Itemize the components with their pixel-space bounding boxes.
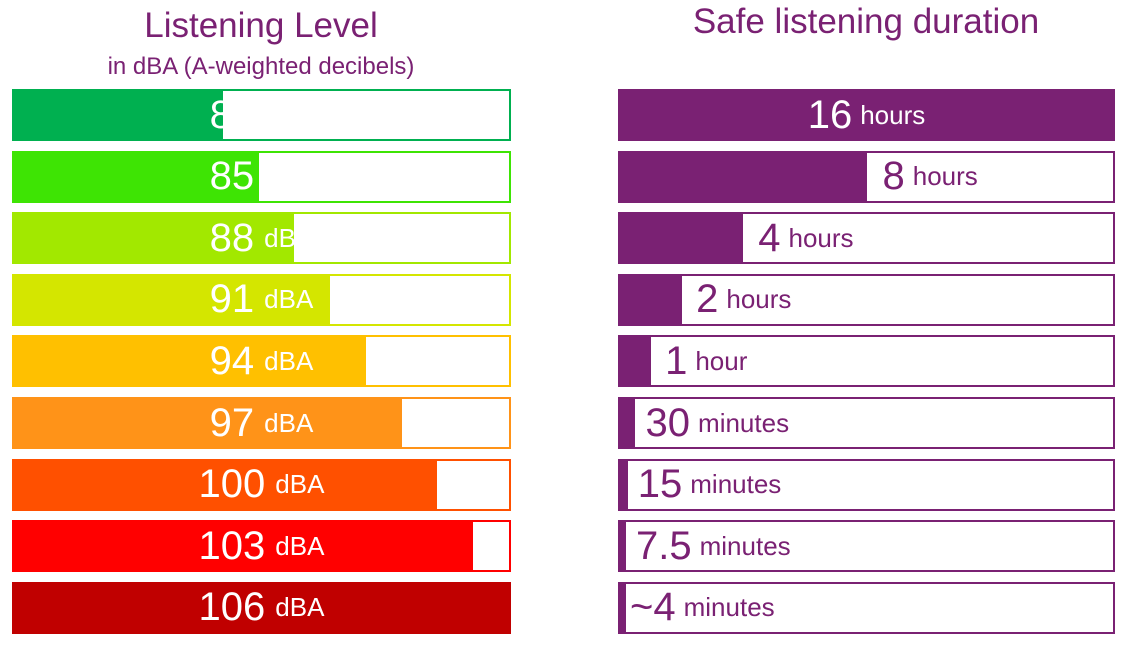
level-bar-fill [14, 337, 366, 386]
level-value: 94 [209, 338, 255, 383]
duration-bar: ~4 minutes [618, 581, 1115, 634]
level-bar: 91 dBA [12, 273, 511, 326]
level-value: 91 [209, 277, 255, 322]
listening-level-subtitle: in dBA (A-weighted decibels) [107, 53, 415, 80]
duration-bar-fill [620, 337, 651, 386]
level-bar-label: 97 dBA [14, 399, 509, 447]
duration-unit: minutes [699, 530, 791, 561]
duration-bar-fill [620, 91, 1113, 139]
level-unit: dBA [264, 99, 314, 130]
level-bar-fill [14, 214, 295, 263]
duration-bar: 15 minutes [618, 458, 1115, 511]
duration-value: 15 [637, 462, 683, 507]
level-bar-label: 82 dBA [14, 91, 509, 139]
level-unit: dBA [264, 407, 314, 438]
duration-value: 4 [758, 215, 781, 260]
level-value: 85 [209, 154, 255, 199]
duration-unit: hours [912, 161, 978, 192]
duration-bar-fill [620, 460, 628, 509]
level-value: 106 [198, 585, 266, 630]
duration-bar-label: 30 minutes [646, 399, 1113, 447]
duration-value: 16 [807, 92, 853, 137]
duration-value: ~4 [630, 585, 676, 630]
duration-unit: hour [695, 345, 748, 376]
level-value: 103 [198, 523, 266, 568]
duration-value: 8 [882, 154, 905, 199]
level-bar: 100 dBA [12, 458, 511, 511]
duration-bar-fill [620, 522, 626, 571]
level-bar: 82 dBA [12, 89, 511, 141]
duration-value: 1 [665, 338, 688, 383]
level-unit: dBA [275, 469, 325, 500]
level-bar-label: 85 dBA [14, 153, 509, 201]
level-bar-fill [14, 91, 223, 139]
duration-value: 30 [645, 400, 691, 445]
duration-bar: 7.5 minutes [618, 520, 1115, 573]
level-unit: dBA [264, 345, 314, 376]
level-bar-fill [14, 522, 474, 571]
duration-bar-fill [620, 152, 867, 201]
duration-bar-fill [620, 275, 682, 324]
level-bar-label: 88 dBA [14, 214, 509, 262]
duration-bar: 1 hour [618, 335, 1115, 388]
duration-bar: 2 hours [618, 273, 1115, 326]
level-unit: dBA [264, 161, 314, 192]
safe-duration-title: Safe listening duration [692, 2, 1040, 41]
duration-bar-fill [620, 583, 626, 632]
level-bar-fill [14, 460, 438, 509]
duration-unit: minutes [698, 407, 790, 438]
listening-level-title: Listening Level [144, 6, 378, 45]
duration-value: 2 [696, 277, 719, 322]
level-bar: 103 dBA [12, 520, 511, 573]
level-bar-fill [14, 399, 402, 447]
level-bar-fill [14, 583, 509, 632]
duration-bar-label: 15 minutes [638, 461, 1113, 509]
duration-bar-label: 4 hours [758, 214, 1113, 262]
level-bar-label: 100 dBA [14, 461, 509, 509]
level-bar-label: 106 dBA [14, 584, 509, 632]
level-bar: 97 dBA [12, 397, 511, 449]
level-bar: 106 dBA [12, 581, 511, 634]
level-value: 82 [209, 92, 255, 137]
duration-unit: hours [788, 222, 854, 253]
duration-bar-label: ~4 minutes [630, 584, 1113, 632]
duration-bar: 30 minutes [618, 397, 1115, 449]
level-unit: dBA [264, 284, 314, 315]
duration-unit: minutes [683, 592, 775, 623]
level-bar: 85 dBA [12, 150, 511, 203]
duration-bar-fill [620, 214, 744, 263]
level-bar-fill [14, 152, 259, 201]
duration-bar-fill [620, 399, 636, 447]
level-bar: 94 dBA [12, 335, 511, 388]
level-bar-label: 91 dBA [14, 276, 509, 324]
duration-unit: hours [860, 99, 926, 130]
duration-bar: 8 hours [618, 150, 1115, 203]
duration-bar: 16 hours [618, 89, 1115, 141]
duration-unit: minutes [690, 469, 782, 500]
level-value: 97 [209, 400, 255, 445]
duration-value: 7.5 [636, 523, 692, 568]
level-value: 100 [198, 462, 266, 507]
duration-bar-label: 7.5 minutes [636, 522, 1113, 570]
level-value: 88 [209, 215, 255, 260]
level-bar: 88 dBA [12, 212, 511, 265]
duration-bar-label: 1 hour [665, 337, 1113, 385]
duration-unit: hours [726, 284, 792, 315]
level-unit: dBA [275, 530, 325, 561]
level-bar-fill [14, 275, 331, 324]
level-bar-label: 103 dBA [14, 522, 509, 570]
duration-bar: 4 hours [618, 212, 1115, 265]
duration-bar-label: 2 hours [696, 276, 1113, 324]
duration-bar-label: 8 hours [883, 153, 1114, 201]
level-unit: dBA [264, 222, 314, 253]
level-unit: dBA [275, 592, 325, 623]
duration-bar-label: 16 hours [620, 91, 1113, 139]
level-bar-label: 94 dBA [14, 337, 509, 385]
